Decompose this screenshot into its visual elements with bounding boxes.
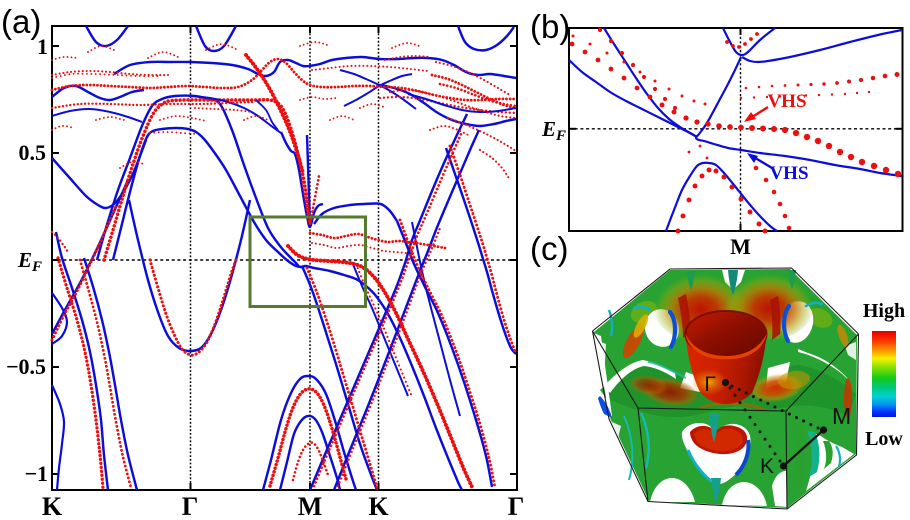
svg-text:M: M xyxy=(730,234,751,259)
svg-text:(b): (b) xyxy=(530,8,570,45)
svg-text:−1: −1 xyxy=(24,461,48,486)
svg-text:VHS: VHS xyxy=(767,91,806,112)
svg-text:M: M xyxy=(298,492,323,520)
svg-text:0.5: 0.5 xyxy=(19,140,47,165)
svg-text:EF: EF xyxy=(541,117,566,144)
svg-text:1: 1 xyxy=(37,34,48,59)
svg-text:M: M xyxy=(832,403,851,429)
svg-text:(c): (c) xyxy=(530,230,568,267)
svg-text:VHS: VHS xyxy=(769,163,808,184)
svg-text:K: K xyxy=(42,492,63,520)
svg-text:K: K xyxy=(760,455,774,478)
svg-text:Low: Low xyxy=(865,428,903,450)
svg-text:−0.5: −0.5 xyxy=(6,354,46,379)
svg-text:K: K xyxy=(368,492,389,520)
svg-text:High: High xyxy=(863,300,905,322)
svg-text:Γ: Γ xyxy=(508,492,525,520)
svg-text:Γ: Γ xyxy=(182,492,199,520)
svg-text:Γ: Γ xyxy=(704,373,716,396)
svg-text:(a): (a) xyxy=(1,3,41,40)
svg-text:EF: EF xyxy=(17,248,42,275)
